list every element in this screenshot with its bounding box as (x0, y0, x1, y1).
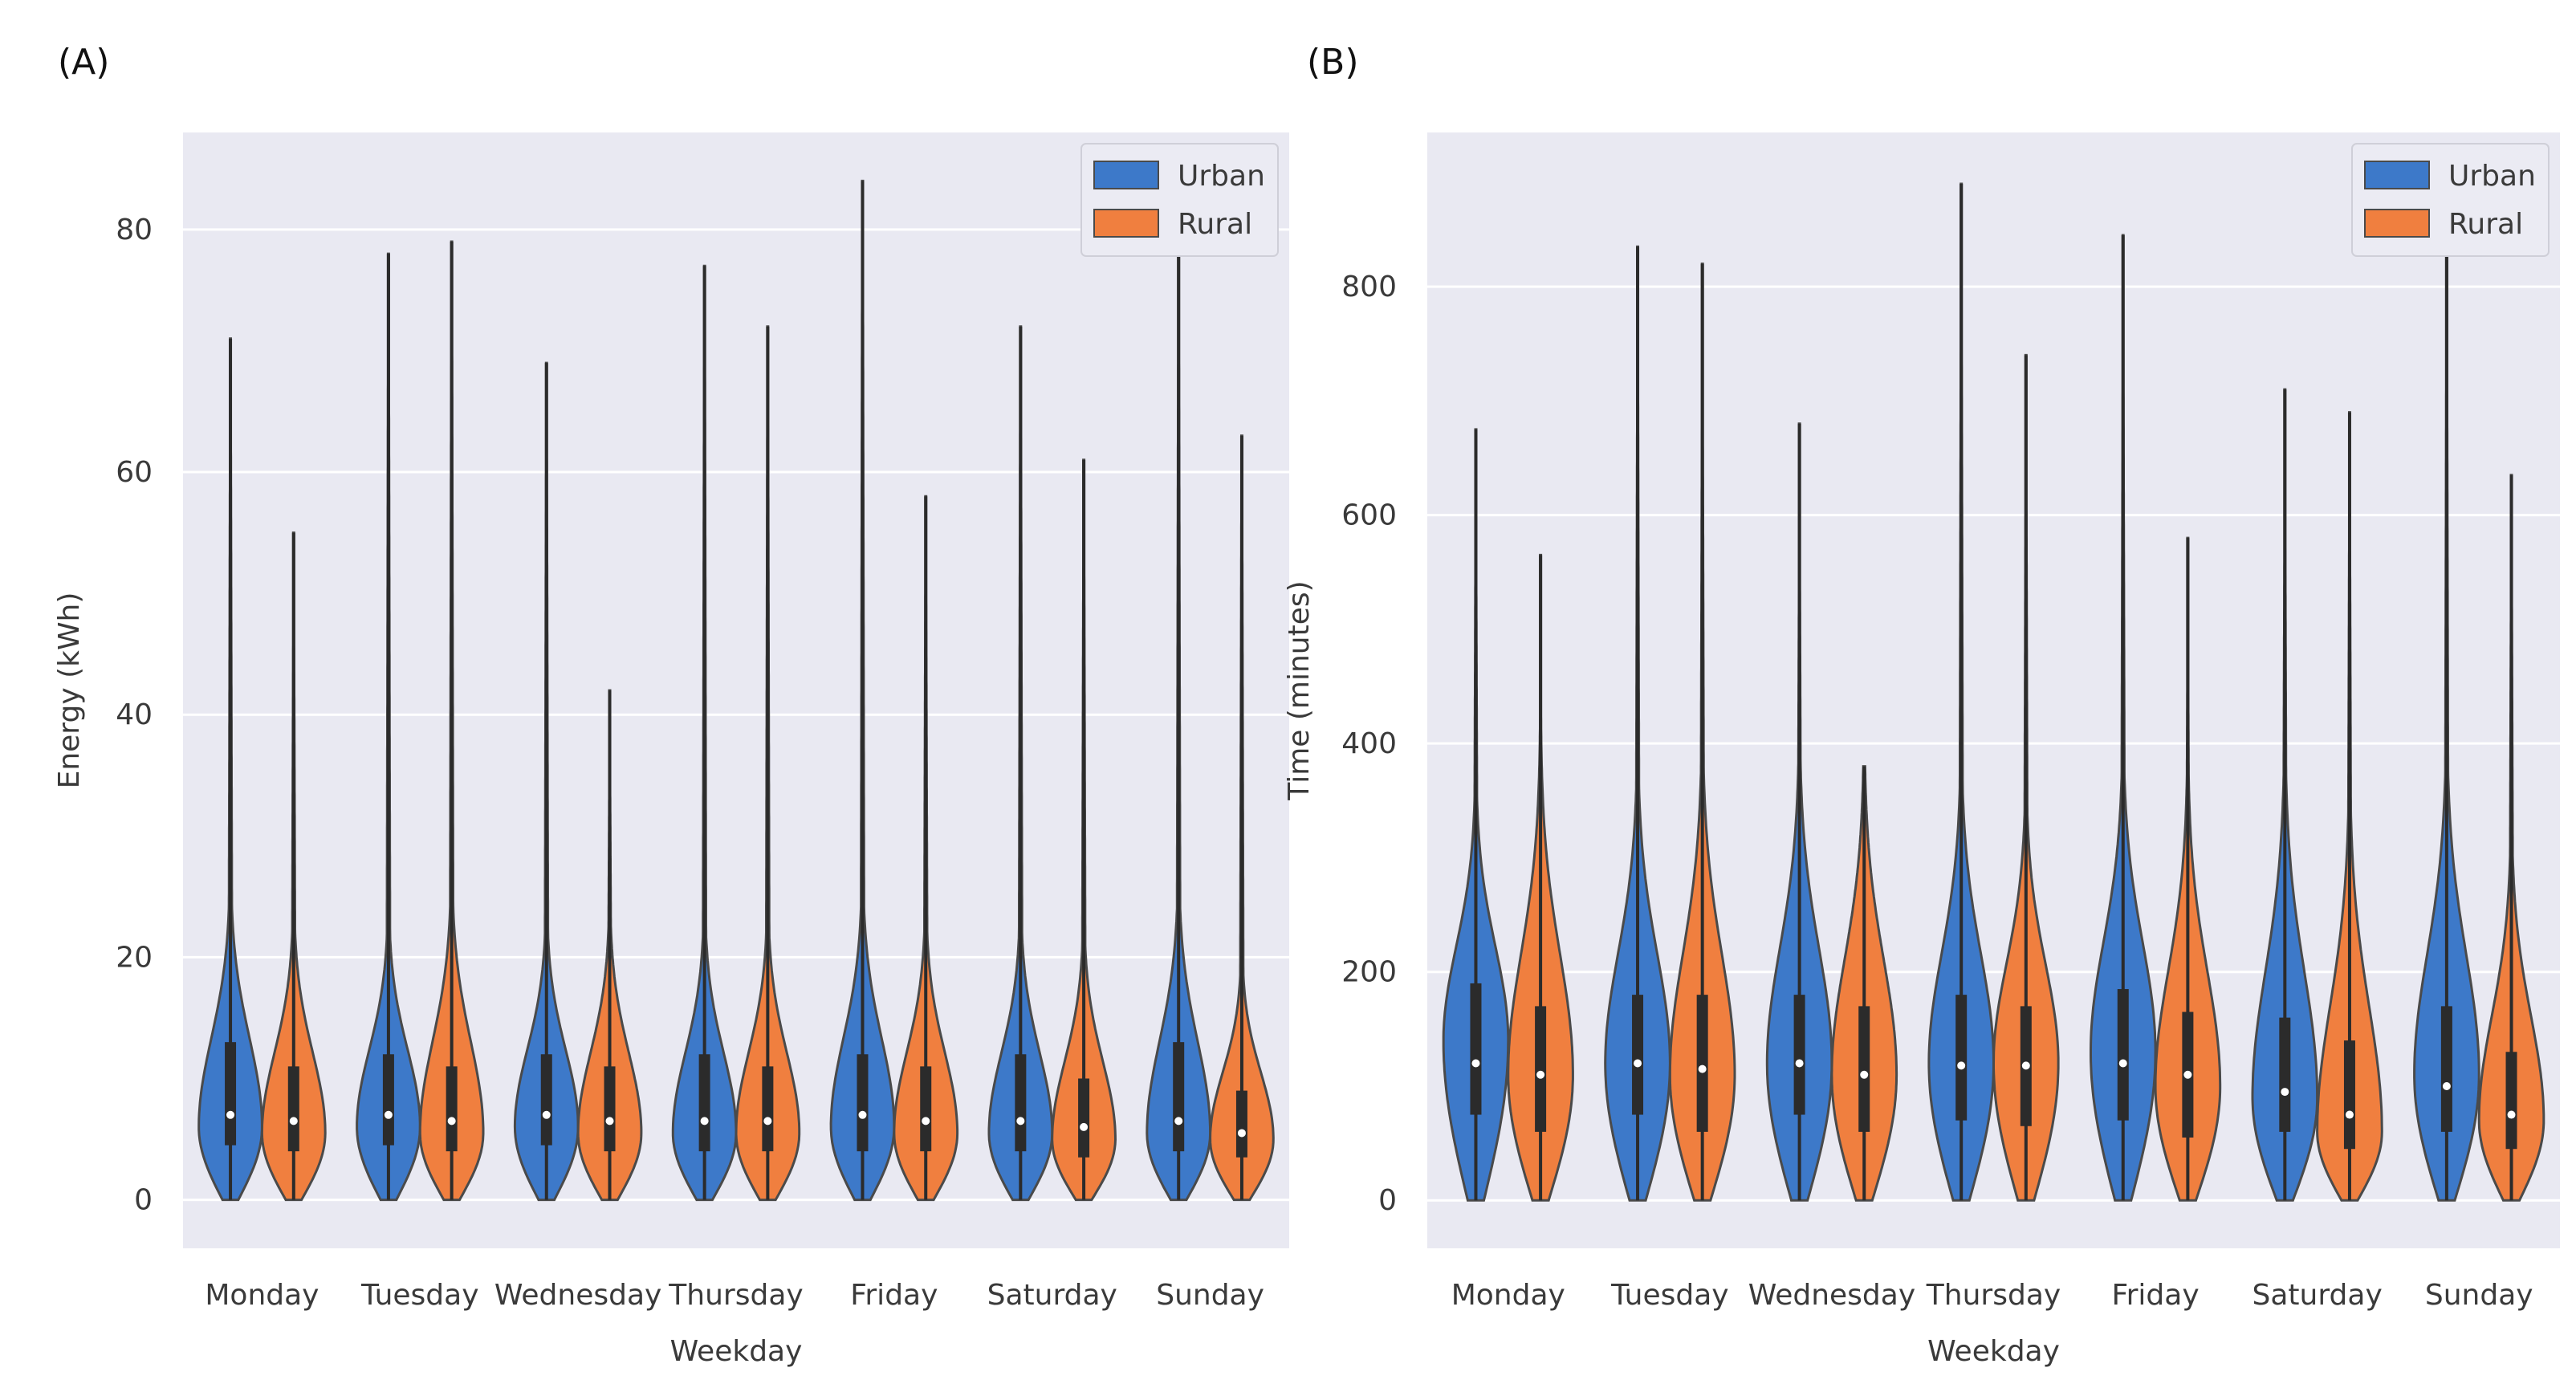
x-tick-label: Thursday (1926, 1279, 2061, 1312)
violin-iqr-box (1858, 1006, 1870, 1132)
x-tick-label: Saturday (987, 1279, 1117, 1312)
violin-iqr-box (920, 1066, 932, 1152)
panel-label-a: (A) (58, 42, 109, 83)
chart-time: 0 200 400 600 800 Monday Tuesday Wednesday Thurs… (1283, 132, 2560, 1368)
violin-median (542, 1110, 551, 1119)
panel-label-b: (B) (1307, 42, 1359, 83)
violin-iqr-box (698, 1054, 710, 1152)
violin-iqr-box (2440, 1006, 2452, 1132)
violin-iqr-box (1235, 1090, 1247, 1158)
violin-median (2442, 1081, 2451, 1090)
y-tick-label: 60 (116, 456, 153, 489)
violin-median (1795, 1059, 1804, 1068)
violin-iqr-box (857, 1054, 869, 1152)
violin-iqr-box (1173, 1042, 1185, 1152)
violin-iqr-box (225, 1042, 237, 1146)
x-tick-label: Friday (2112, 1279, 2200, 1312)
violin-median (1536, 1070, 1545, 1079)
legend-swatch-urban (2364, 161, 2430, 189)
violin-median (763, 1117, 772, 1126)
violin-iqr-box (2343, 1040, 2355, 1150)
violin-median (1237, 1129, 1246, 1138)
y-tick-label: 40 (116, 698, 153, 731)
legend-swatch-urban (1093, 161, 1159, 189)
violin-iqr-box (1015, 1054, 1027, 1152)
x-tick-label: Tuesday (1610, 1279, 1728, 1312)
x-tick-label: Wednesday (494, 1279, 661, 1312)
violin-median (2281, 1088, 2289, 1097)
violin-iqr-box (2505, 1052, 2517, 1150)
violin-iqr-box (1470, 983, 1482, 1115)
violin-median (1957, 1061, 1966, 1070)
y-axis-label: Time (minutes) (1283, 580, 1316, 800)
violin-median (1860, 1070, 1869, 1079)
legend: Urban Rural (2351, 143, 2550, 257)
violin-iqr-box (1955, 995, 1968, 1121)
x-axis-label: Weekday (670, 1335, 803, 1368)
violin-median (1174, 1117, 1183, 1126)
x-tick-label: Saturday (2252, 1279, 2383, 1312)
x-tick-label: Thursday (668, 1279, 803, 1312)
violin-median (1471, 1059, 1480, 1068)
violin-median (2183, 1070, 2192, 1079)
violin-median (1698, 1064, 1707, 1073)
violin-iqr-box (1078, 1078, 1090, 1158)
violin-median (226, 1110, 235, 1119)
violin-iqr-box (1696, 995, 1708, 1132)
legend-label-rural: Rural (1178, 208, 1252, 241)
violin-median (922, 1117, 930, 1126)
violin-iqr-box (2279, 1017, 2291, 1132)
violin-median (384, 1110, 393, 1119)
violin-iqr-box (604, 1066, 616, 1152)
violin-median (700, 1117, 709, 1126)
y-tick-label: 400 (1341, 727, 1397, 760)
violin-median (2507, 1110, 2516, 1119)
violin-median (447, 1117, 456, 1126)
legend-swatch-rural (1093, 209, 1159, 238)
x-tick-label: Sunday (2425, 1279, 2533, 1312)
y-axis-label: Energy (kWh) (53, 592, 86, 789)
x-tick-label: Friday (850, 1279, 938, 1312)
violin-median (2118, 1059, 2127, 1068)
violin-median (2021, 1061, 2030, 1070)
violin-iqr-box (1793, 995, 1805, 1115)
y-tick-label: 800 (1341, 271, 1397, 303)
violin-iqr-box (382, 1054, 394, 1146)
violin-median (289, 1117, 298, 1126)
x-axis-label: Weekday (1927, 1335, 2060, 1368)
legend-label-urban: Urban (2448, 160, 2536, 193)
x-tick-label: Wednesday (1748, 1279, 1915, 1312)
violin-iqr-box (1632, 995, 1644, 1115)
x-tick-label: Tuesday (360, 1279, 478, 1312)
violin-iqr-box (762, 1066, 774, 1152)
y-tick-label: 0 (1378, 1184, 1397, 1217)
plot-background (183, 132, 1289, 1248)
violin-median (1080, 1122, 1089, 1131)
violin-iqr-box (1535, 1006, 1547, 1132)
violin-median (1634, 1059, 1642, 1068)
violin-iqr-box (446, 1066, 458, 1152)
violin-median (858, 1110, 867, 1119)
violin-iqr-box (2117, 989, 2129, 1121)
y-tick-label: 600 (1341, 499, 1397, 532)
legend-swatch-rural (2364, 209, 2430, 238)
legend-label-urban: Urban (1178, 160, 1265, 193)
x-tick-label: Sunday (1156, 1279, 1264, 1312)
violin-median (605, 1117, 614, 1126)
y-tick-label: 20 (116, 941, 153, 974)
y-tick-label: 80 (116, 214, 153, 246)
violin-iqr-box (287, 1066, 299, 1152)
chart-energy: 0 20 40 60 80 Monday Tuesday Wednesday Thursday F… (53, 132, 1289, 1368)
y-tick-label: 200 (1341, 956, 1397, 989)
violin-iqr-box (540, 1054, 552, 1146)
violin-median (2345, 1110, 2354, 1119)
x-tick-label: Monday (1451, 1279, 1565, 1312)
legend-label-rural: Rural (2448, 208, 2523, 241)
y-tick-label: 0 (134, 1184, 153, 1217)
legend: Urban Rural (1080, 143, 1279, 257)
x-tick-label: Monday (205, 1279, 319, 1312)
violin-median (1016, 1117, 1025, 1126)
